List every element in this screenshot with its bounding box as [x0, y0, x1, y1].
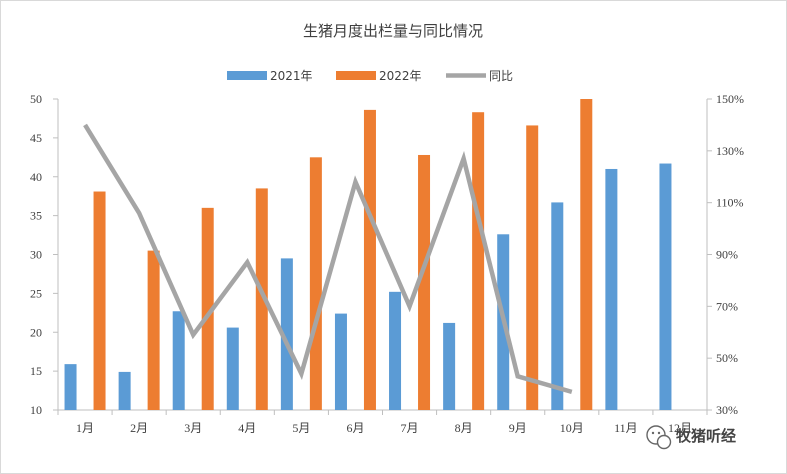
bar-2021年 — [64, 364, 77, 410]
y-tick-label: 25 — [30, 286, 42, 300]
x-tick-label: 1月 — [76, 421, 94, 435]
bar-2021年 — [551, 202, 564, 410]
watermark-text: 牧猪听经 — [676, 427, 736, 445]
y-tick-label: 10 — [30, 403, 42, 417]
bar-2022年 — [526, 125, 539, 410]
bar-2021年 — [389, 291, 402, 410]
legend-label: 同比 — [489, 69, 513, 83]
bar-2022年 — [580, 99, 593, 410]
bar-2022年 — [201, 207, 214, 410]
y2-tick-label: 150% — [716, 92, 744, 106]
wechat-icon — [646, 425, 672, 450]
legend-label: 2021年 — [270, 69, 313, 83]
y-tick-label: 30 — [30, 248, 42, 262]
bar-2021年 — [172, 311, 185, 410]
y-tick-label: 50 — [30, 92, 42, 106]
bar-2021年 — [280, 258, 293, 410]
line-同比 — [83, 123, 573, 395]
y2-tick-label: 50% — [716, 351, 738, 365]
bar-2022年 — [255, 188, 268, 410]
x-tick-label: 2月 — [130, 421, 148, 435]
y-tick-label: 20 — [30, 325, 42, 339]
x-tick-label: 8月 — [455, 421, 473, 435]
y2-tick-label: 70% — [716, 299, 738, 313]
legend: 2021年 2022年 同比 — [227, 69, 513, 83]
y2-tick-label: 30% — [716, 403, 738, 417]
bar-2021年 — [659, 163, 672, 410]
bar-2022年 — [147, 250, 160, 410]
chart-title: 生猪月度出栏量与同比情况 — [303, 22, 483, 40]
bar-2022年 — [93, 191, 106, 410]
bar-2021年 — [118, 371, 131, 410]
x-tick-label: 12月 — [668, 421, 692, 435]
bar-2021年 — [226, 327, 239, 410]
bar-2022年 — [418, 154, 431, 410]
x-tick-label: 4月 — [238, 421, 256, 435]
bar-2022年 — [363, 109, 376, 410]
x-tick-label: 6月 — [346, 421, 364, 435]
x-tick-label: 7月 — [401, 421, 419, 435]
bar-2021年 — [605, 168, 618, 410]
legend-swatch — [227, 71, 267, 80]
x-tick-label: 11月 — [614, 421, 638, 435]
axes: 10 15 20 25 30 35 40 45 50 30% 50% 70% 90% 110% 130% 15… — [30, 92, 744, 435]
x-tick-label: 9月 — [509, 421, 527, 435]
y2-tick-label: 110% — [716, 196, 744, 210]
legend-label: 2022年 — [379, 69, 422, 83]
watermark: 牧猪听经 — [646, 425, 736, 450]
x-tick-label: 5月 — [292, 421, 310, 435]
legend-swatch — [336, 71, 376, 80]
bar-2021年 — [443, 322, 456, 410]
y-tick-label: 40 — [30, 170, 42, 184]
y-tick-label: 15 — [30, 364, 42, 378]
x-tick-label: 3月 — [184, 421, 202, 435]
y2-tick-label: 130% — [716, 144, 744, 158]
y2-tick-label: 90% — [716, 248, 738, 262]
line-series — [83, 123, 573, 395]
bar-2021年 — [334, 313, 347, 410]
bar-2022年 — [472, 112, 485, 410]
y-tick-label: 45 — [30, 131, 42, 145]
y-tick-label: 35 — [30, 209, 42, 223]
x-tick-label: 10月 — [560, 421, 584, 435]
bar-2022年 — [309, 157, 322, 410]
